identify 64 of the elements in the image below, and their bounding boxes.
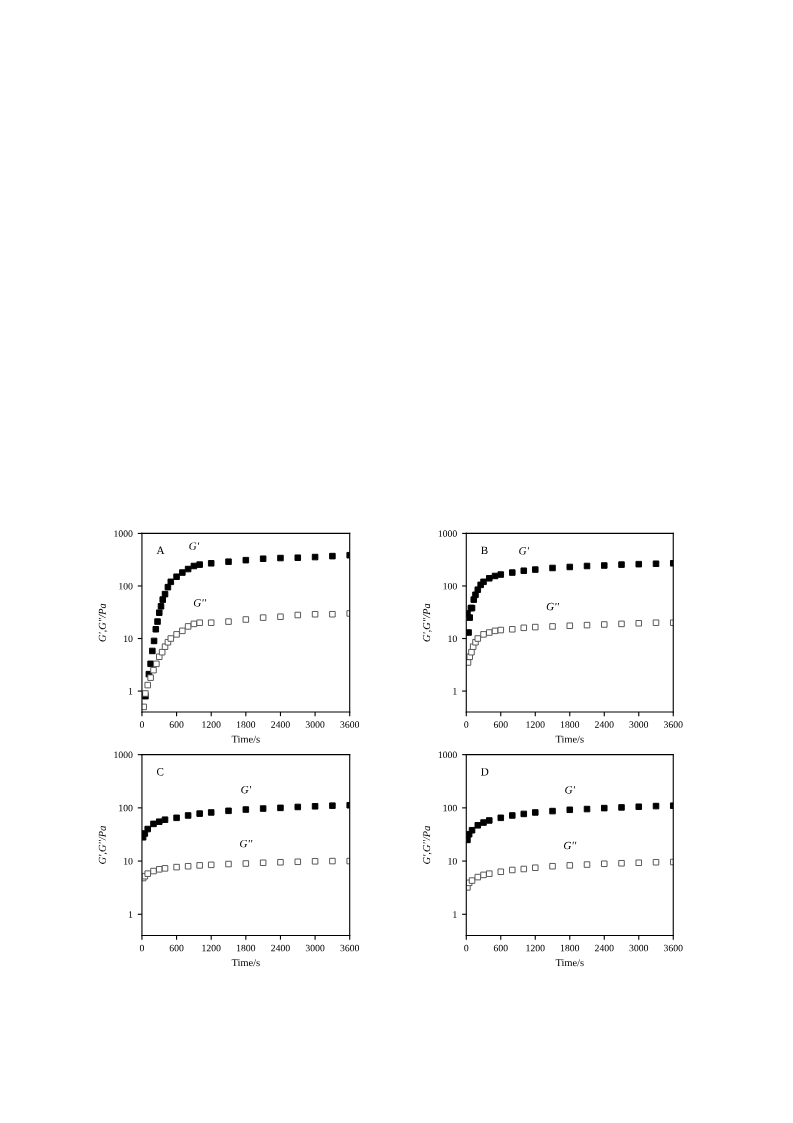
- annotation: C: [156, 768, 164, 776]
- x-tick-label: 3600: [664, 721, 683, 728]
- y-tick-label: 10: [448, 635, 457, 642]
- x-tick-label: 3000: [305, 721, 325, 728]
- x-tick-label: 0: [139, 721, 145, 728]
- x-tick-label: 1800: [560, 944, 580, 952]
- series-label: G'': [240, 839, 253, 848]
- x-tick-label: 600: [493, 944, 508, 952]
- x-axis-title: Time/s: [231, 735, 260, 743]
- y-tick-label: 1: [128, 688, 133, 695]
- x-tick-label: 0: [464, 721, 469, 728]
- x-tick-label: 3000: [305, 944, 325, 952]
- y-tick-label: 100: [119, 804, 133, 812]
- x-tick-label: 3000: [629, 721, 649, 728]
- y-tick-label: 1000: [438, 751, 457, 759]
- x-tick-label: 2400: [271, 944, 290, 952]
- x-tick-label: 2400: [594, 721, 614, 728]
- x-tick-label: 1200: [526, 944, 545, 952]
- x-tick-label: 1800: [560, 721, 580, 728]
- x-tick-label: 1800: [236, 721, 256, 728]
- series-label: G'': [563, 841, 577, 850]
- annotation: B: [481, 546, 488, 554]
- y-axis-title: G',G''/Pa: [423, 603, 432, 642]
- y-axis-title: G',G''/Pa: [98, 603, 108, 642]
- annotation: A: [156, 546, 165, 554]
- x-tick-label: 1200: [202, 721, 221, 728]
- series-label: G': [519, 547, 530, 555]
- x-tick-label: 600: [169, 721, 184, 728]
- x-tick-label: 3600: [340, 944, 360, 952]
- annotation: D: [481, 768, 489, 776]
- y-tick-label: 10: [448, 857, 457, 865]
- y-tick-label: 1: [128, 911, 133, 918]
- x-tick-label: 1800: [236, 944, 256, 952]
- y-tick-label: 1000: [114, 530, 133, 537]
- y-tick-label: 100: [443, 804, 457, 812]
- x-tick-label: 3000: [629, 944, 649, 952]
- y-tick-label: 1000: [438, 530, 457, 537]
- y-tick-label: 100: [443, 582, 457, 590]
- series-label: G'': [546, 602, 560, 611]
- x-tick-label: 3600: [664, 944, 683, 952]
- series-label: G': [565, 786, 576, 794]
- x-axis-title: Time/s: [555, 959, 584, 967]
- x-tick-label: 0: [139, 944, 145, 952]
- x-tick-label: 2400: [594, 944, 614, 952]
- y-tick-label: 1: [453, 911, 457, 918]
- y-tick-label: 1: [453, 688, 457, 695]
- x-tick-label: 2400: [271, 721, 290, 728]
- series-label: G': [241, 785, 252, 794]
- x-axis-title: Time/s: [231, 959, 260, 967]
- x-tick-label: 1200: [526, 721, 545, 728]
- y-axis-title: G',G''/Pa: [423, 826, 432, 864]
- x-tick-label: 0: [464, 944, 469, 952]
- x-tick-label: 600: [493, 721, 508, 728]
- x-tick-label: 3600: [340, 721, 360, 728]
- y-tick-label: 10: [124, 857, 133, 865]
- series-label: G'': [193, 599, 207, 607]
- y-tick-label: 1000: [114, 751, 133, 759]
- y-tick-label: 10: [124, 635, 133, 642]
- y-axis-title: G',G''/Pa: [98, 826, 108, 864]
- x-tick-label: 600: [169, 944, 184, 952]
- x-tick-label: 1200: [202, 944, 221, 952]
- x-axis-title: Time/s: [555, 735, 584, 743]
- y-tick-label: 100: [119, 582, 133, 590]
- series-label: G': [189, 542, 200, 550]
